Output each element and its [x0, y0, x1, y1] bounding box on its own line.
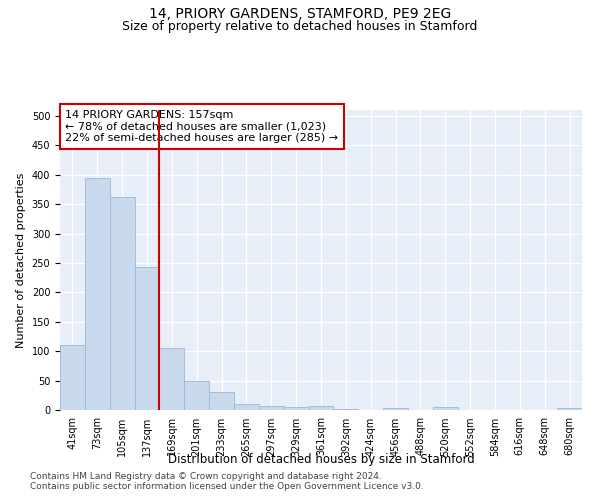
Bar — [259, 406, 284, 410]
Bar — [284, 407, 308, 410]
Bar — [557, 408, 582, 410]
Text: Contains public sector information licensed under the Open Government Licence v3: Contains public sector information licen… — [30, 482, 424, 491]
Bar — [60, 346, 85, 410]
Bar — [308, 406, 334, 410]
Bar — [160, 348, 184, 410]
Text: Size of property relative to detached houses in Stamford: Size of property relative to detached ho… — [122, 20, 478, 33]
Y-axis label: Number of detached properties: Number of detached properties — [16, 172, 26, 348]
Bar — [184, 380, 209, 410]
Text: Distribution of detached houses by size in Stamford: Distribution of detached houses by size … — [167, 452, 475, 466]
Bar — [334, 409, 358, 410]
Text: 14, PRIORY GARDENS, STAMFORD, PE9 2EG: 14, PRIORY GARDENS, STAMFORD, PE9 2EG — [149, 8, 451, 22]
Text: Contains HM Land Registry data © Crown copyright and database right 2024.: Contains HM Land Registry data © Crown c… — [30, 472, 382, 481]
Bar — [209, 392, 234, 410]
Text: 14 PRIORY GARDENS: 157sqm
← 78% of detached houses are smaller (1,023)
22% of se: 14 PRIORY GARDENS: 157sqm ← 78% of detac… — [65, 110, 338, 143]
Bar — [433, 407, 458, 410]
Bar — [383, 408, 408, 410]
Bar — [85, 178, 110, 410]
Bar — [234, 404, 259, 410]
Bar — [110, 197, 134, 410]
Bar — [134, 267, 160, 410]
